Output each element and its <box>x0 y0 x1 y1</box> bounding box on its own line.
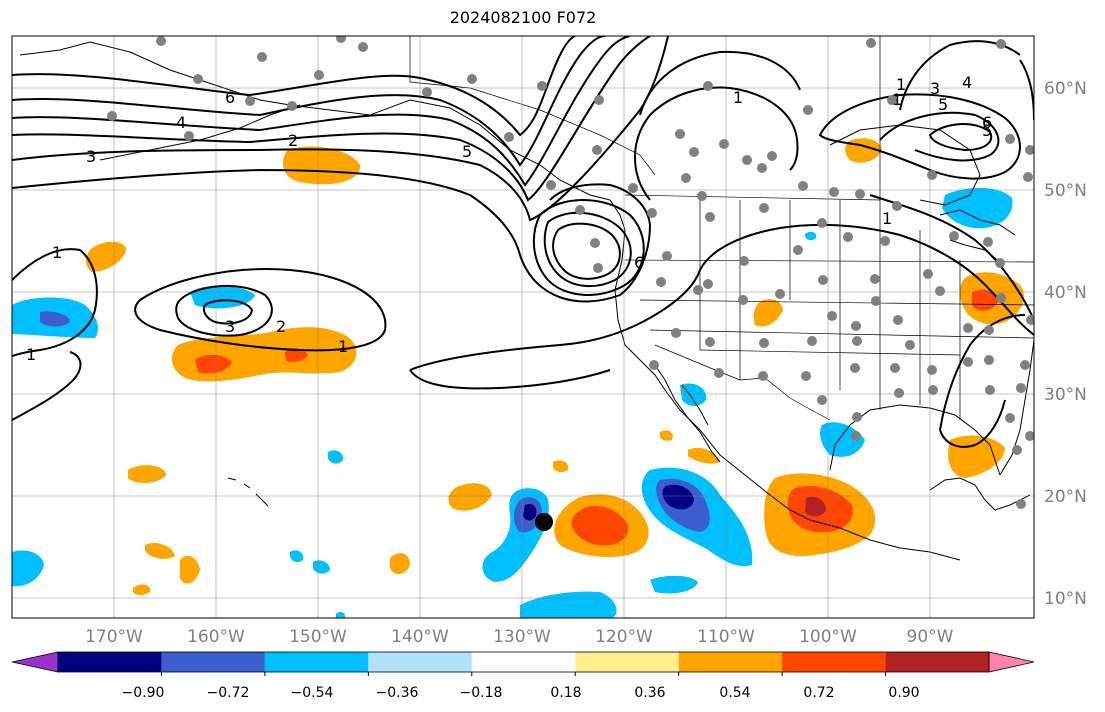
negative-anomaly <box>12 550 44 587</box>
colorbar-tick-label: −0.36 <box>376 685 419 701</box>
positive-anomaly <box>86 241 126 272</box>
colorbar-tick-label: 0.90 <box>888 685 919 701</box>
positive-anomaly <box>688 447 720 464</box>
latitude-labels: 60°N 50°N 40°N 30°N 20°N 10°N <box>1044 79 1087 609</box>
anomaly-fills <box>12 138 1025 618</box>
contour-label: 1 <box>52 243 62 262</box>
colorbar-tick-label: 0.54 <box>719 685 750 701</box>
positive-anomaly <box>553 460 569 473</box>
station-markers <box>107 36 1034 509</box>
colorbar-tick-label: −0.72 <box>207 685 250 701</box>
lon-label: 160°W <box>187 627 245 647</box>
colorbar-tick-label: −0.54 <box>291 685 334 701</box>
colorbar-segment <box>368 652 472 672</box>
contour-label: 1 <box>892 90 902 109</box>
lat-label: 50°N <box>1044 181 1087 201</box>
lon-label: 150°W <box>289 627 347 647</box>
positive-anomaly <box>660 430 673 441</box>
positive-anomaly <box>283 146 361 185</box>
colorbar-tick-labels: −0.90 −0.72 −0.54 −0.36 −0.18 0.18 0.36 … <box>122 685 920 701</box>
colorbar-extend-min <box>11 651 59 673</box>
negative-anomaly <box>650 575 698 594</box>
map-frame <box>11 35 1035 619</box>
positive-anomaly <box>448 483 492 511</box>
colorbar-segment <box>471 652 576 672</box>
positive-anomaly <box>285 348 308 363</box>
positive-anomaly <box>128 465 166 484</box>
positive-anomaly <box>972 289 998 311</box>
positive-anomaly <box>390 553 410 575</box>
negative-anomaly <box>328 450 344 464</box>
negative-anomaly <box>662 484 694 510</box>
colorbar <box>11 651 1035 676</box>
lon-label: 170°W <box>85 627 143 647</box>
contour-label: 3 <box>86 147 96 166</box>
contour-label: 1 <box>26 345 36 364</box>
negative-anomaly <box>820 422 865 457</box>
negative-anomaly <box>680 383 707 406</box>
colorbar-segment <box>161 652 265 672</box>
colorbar-extend-max <box>988 651 1035 673</box>
positive-anomaly <box>133 584 151 595</box>
lat-label: 60°N <box>1044 79 1087 99</box>
contour-labels: 6 4 3 2 5 1 1 3 2 1 1 1 6 1 3 4 5 6 1 5 <box>26 73 992 364</box>
contour-label: 1 <box>733 88 743 107</box>
lon-label: 120°W <box>595 627 653 647</box>
colorbar-segment <box>782 652 886 672</box>
contour-label: 6 <box>634 253 644 272</box>
contour-label: 1 <box>896 75 906 94</box>
negative-anomaly <box>190 285 255 309</box>
map-title: 2024082100 F072 <box>449 8 597 27</box>
positive-anomaly <box>180 555 200 584</box>
contour-label: 3 <box>930 79 940 98</box>
colorbar-segment <box>58 652 162 672</box>
negative-anomaly <box>313 560 330 574</box>
contour-label: 3 <box>225 317 235 336</box>
colorbar-segment <box>264 652 369 672</box>
negative-anomaly <box>942 187 1013 229</box>
contour-label: 4 <box>962 73 972 92</box>
lon-label: 130°W <box>493 627 551 647</box>
contour-label: 4 <box>176 113 186 132</box>
colorbar-segment <box>575 652 679 672</box>
contour-label: 1 <box>338 337 348 356</box>
colorbar-segment <box>885 652 989 672</box>
colorbar-frame <box>57 651 990 673</box>
colorbar-segment <box>678 652 783 672</box>
contour-label: 2 <box>288 131 298 150</box>
contour-label: 5 <box>462 142 472 161</box>
lon-label: 100°W <box>799 627 857 647</box>
colorbar-tick-label: −0.90 <box>122 685 165 701</box>
colorbar-tick-label: 0.36 <box>634 685 665 701</box>
negative-anomaly <box>805 231 817 241</box>
contour-label: 1 <box>882 209 892 228</box>
contour-label: 5 <box>982 121 992 140</box>
positive-anomaly <box>753 299 783 327</box>
negative-anomaly <box>336 611 346 618</box>
positive-anomaly <box>571 505 629 546</box>
negative-anomaly <box>523 504 537 521</box>
lat-label: 30°N <box>1044 385 1087 405</box>
contour-label: 6 <box>225 88 235 107</box>
lon-label: 90°W <box>907 627 954 647</box>
positive-anomaly <box>145 543 175 559</box>
contour-label: 6 <box>982 113 992 132</box>
lon-label: 140°W <box>391 627 449 647</box>
longitude-labels: 170°W 160°W 150°W 140°W 130°W 120°W 110°… <box>85 627 954 647</box>
colorbar-tick-label: 0.18 <box>550 685 581 701</box>
positive-anomaly <box>195 354 232 374</box>
colorbar-tick-label: 0.72 <box>803 685 834 701</box>
colorbar-tick-label: −0.18 <box>460 685 503 701</box>
storm-center-marker <box>535 513 553 531</box>
lon-label: 110°W <box>697 627 755 647</box>
contour-label: 2 <box>276 317 286 336</box>
negative-anomaly <box>290 550 304 563</box>
lat-label: 20°N <box>1044 487 1087 507</box>
lat-label: 40°N <box>1044 283 1087 303</box>
positive-anomaly <box>805 496 826 517</box>
lat-label: 10°N <box>1044 589 1087 609</box>
negative-anomaly <box>40 311 70 327</box>
contour-label: 5 <box>938 95 948 114</box>
